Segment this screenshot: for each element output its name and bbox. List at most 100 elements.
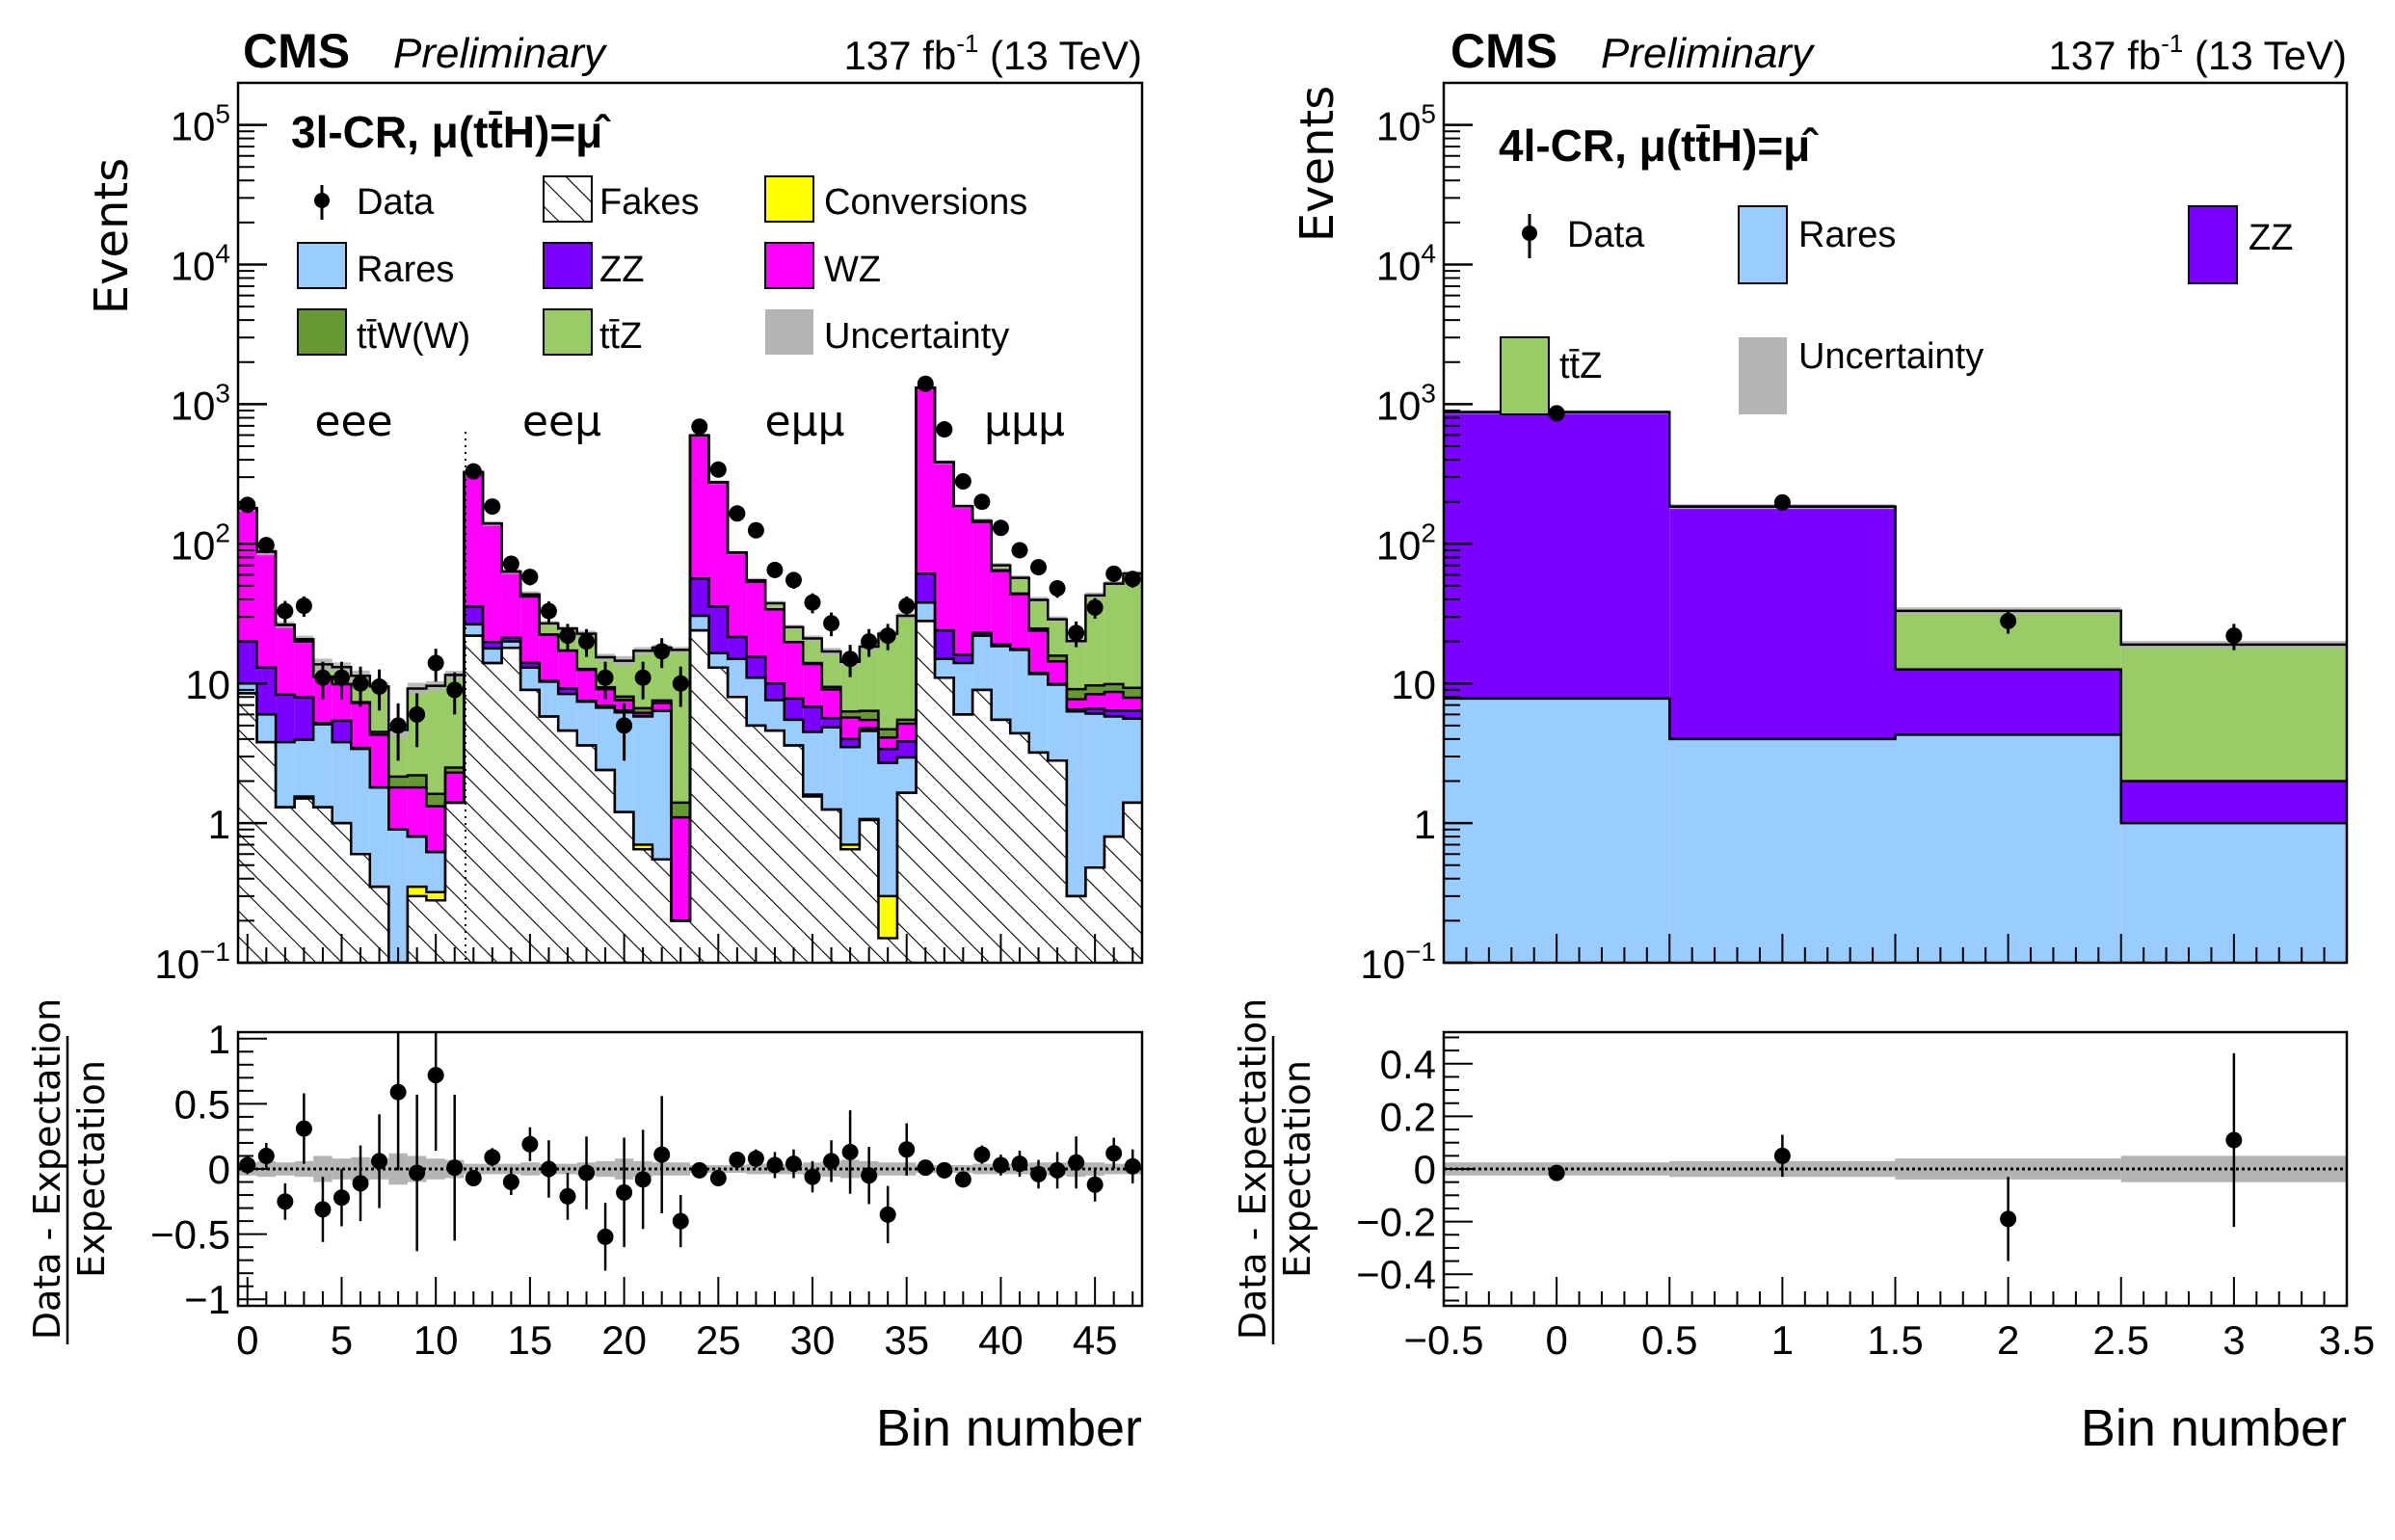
bar-zz-bin-14 [501,637,521,642]
legend-zz-label-right: ZZ [2249,218,2293,258]
ratio-marker [634,1171,652,1188]
data-point-bin-38 [954,473,971,491]
bar-wz-bin-34 [878,737,897,750]
legend-ttz-swatch-right [1500,336,1550,415]
ratio-y-tick-label: 0 [208,1147,230,1192]
bar-wz-bin-38 [953,506,973,655]
bar-rares-bin-30 [803,731,822,795]
ratio-point-bin-14 [502,1169,519,1196]
ratio-band-bin-23 [671,1162,690,1176]
data-point-bin-16 [540,601,557,624]
bar-wz-bin-33 [859,720,879,729]
bar-fakes-bin-4 [313,807,333,963]
x-tick-label: 15 [508,1317,553,1363]
bar-wz-bin-29 [784,642,804,699]
bar-zz-bin-29 [784,698,804,720]
ratio-marker [898,1141,916,1158]
ratio-marker [1086,1176,1104,1193]
bar-rares-bin-39 [972,635,992,690]
ratio-point-bin-39 [973,1145,991,1164]
ratio-marker [465,1169,482,1186]
data-point-bin-41 [1011,542,1028,559]
bar-wz-bin-41 [1010,594,1029,650]
data-marker [484,498,501,516]
left-plot-label: 3l-CR, μ(tt̄H)=μ̂ [291,107,611,157]
x-tick-label: 1.5 [1867,1317,1923,1363]
bar-ttw-w-bin-7 [369,731,389,735]
legend-zz-swatch-right [2188,205,2238,284]
y-tick-label: 105 [1376,99,1436,149]
right-panel: CMS Preliminary 137 fb-1 (13 TeV) 10−111… [1232,24,2375,1457]
legend-fakes-swatch [543,175,593,223]
bar-wz-bin-17 [558,651,577,689]
bar-zz-bin-45 [1085,708,1104,714]
legend-uncertainty: Uncertainty [765,309,1009,357]
bar-zz-bin-15 [520,663,540,668]
bar-wz-bin-36 [916,387,936,574]
ratio-point-bin-9 [409,1094,426,1252]
bar-wz-bin-5 [332,683,352,721]
data-point-bin-2 [2000,610,2017,634]
data-marker [239,496,256,514]
legend-data-right: Data [1522,214,1645,258]
bar-ttw-w-bin-43 [1048,655,1067,662]
bar-rares-bin-16 [539,681,559,717]
ratio-marker [672,1212,689,1230]
data-marker [861,633,878,651]
bar-zz-bin-27 [746,656,766,678]
bar-ttw-w-bin-21 [633,707,652,713]
y-tick-label: 10 [1391,662,1436,707]
y-tick-label: 1 [1414,802,1436,847]
x-tick-label: 40 [978,1317,1024,1363]
legend-zz-label: ZZ [599,250,644,290]
y-tick-label: 104 [171,239,230,289]
data-marker [257,537,275,554]
bar-ttw-w-bin-32 [840,711,860,718]
left-ratio-points [239,1032,1141,1271]
left-main-frame [236,81,1144,965]
bar-wz-bin-13 [483,523,502,643]
ratio-band-bin-13 [483,1163,502,1175]
data-marker [936,421,953,438]
ratio-marker [295,1120,312,1137]
bar-rares-bin-27 [746,677,766,726]
data-point-bin-47 [1124,571,1141,588]
bar-rares-bin-31 [821,727,841,810]
left-y-axis: 10−1 1 10 102 103 104 105 [154,82,267,987]
bar-fakes-bin-11 [444,802,465,963]
data-marker [1030,559,1048,576]
outline-zz [238,572,1142,922]
ratio-marker [2000,1210,2017,1228]
outline-ttz [1444,411,2347,647]
data-point-bin-27 [747,521,764,539]
bar-wz-bin-1 [256,551,277,668]
ratio-y-tick-label: 0.5 [174,1081,230,1127]
y-tick-label: 10−1 [154,937,230,987]
ratio-y-tick-label: −0.4 [1356,1252,1436,1297]
bar-fakes-bin-1 [256,742,277,963]
data-point-bin-1 [257,537,275,554]
ratio-point-bin-46 [1105,1137,1123,1169]
data-point-bin-20 [616,703,633,761]
bar-wz-bin-37 [935,462,954,631]
left-ratio-title-numerator: Data - Expectation [26,998,68,1340]
bar-zz-bin-1 [1669,506,1896,739]
legend-rares-swatch-right [1738,205,1788,284]
bar-fakes-bin-24 [690,630,709,963]
bar-rares-bin-22 [652,710,672,860]
y-tick-label: 10−1 [1360,937,1436,987]
ratio-point-bin-47 [1124,1149,1141,1183]
left-ratio-y-axis: −1 −0.5 0 0.5 1 [150,1017,267,1322]
x-tick-label: 25 [696,1317,741,1363]
ratio-marker [936,1161,953,1179]
data-marker [1086,598,1104,616]
ratio-marker [578,1164,596,1182]
data-marker [709,461,727,478]
bar-ttz-bin-28 [765,603,785,610]
bar-rares-bin-12 [464,624,484,636]
data-marker [729,505,746,522]
x-tick-label: 5 [331,1317,353,1363]
data-point-bin-39 [973,493,991,511]
data-point-bin-35 [898,596,916,618]
bar-ttw-w-bin-31 [821,686,841,690]
